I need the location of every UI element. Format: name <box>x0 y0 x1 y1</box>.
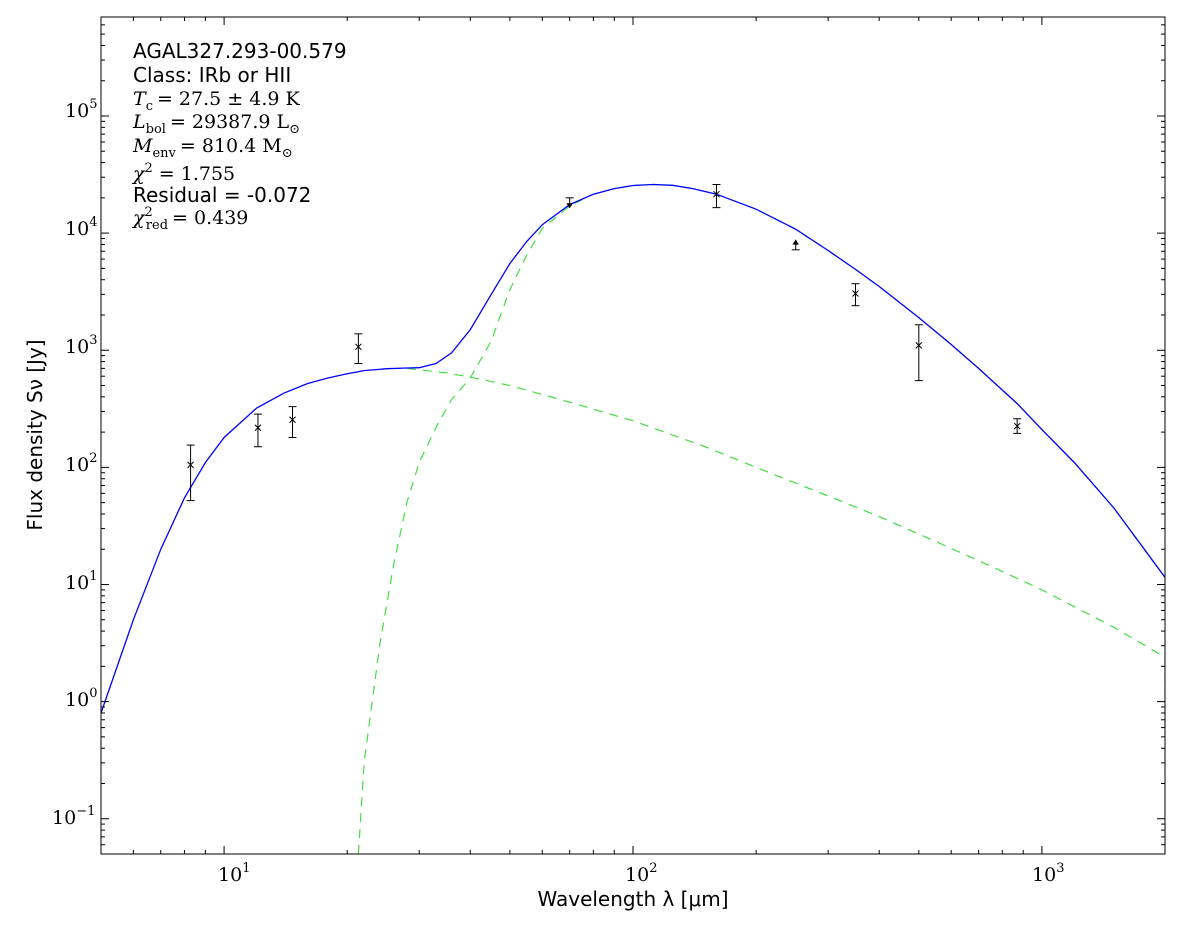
chi2-annotation: χ2 = 1.755 <box>131 161 235 185</box>
x-tick-label-3: 103 <box>1032 861 1064 886</box>
y-tick-label-2: 102 <box>65 451 97 476</box>
x-tick-labels: 101 102 103 <box>218 861 1064 886</box>
y-axis-label: Flux density Sν [Jy] <box>23 339 47 530</box>
fit-annotations: AGAL327.293-00.579 Class: IRb or HII Tc =… <box>131 39 347 233</box>
data-point-4 <box>713 190 720 198</box>
plot-frame <box>100 16 1166 855</box>
warm-component-curve <box>406 367 1165 728</box>
menv-annotation: Menv = 810.4 M⊙ <box>132 135 293 161</box>
data-point-5 <box>852 290 859 297</box>
tc-annotation: Tc = 27.5 ± 4.9 K <box>133 88 300 114</box>
data-point-3 <box>355 343 362 351</box>
residual-annotation: Residual = -0.072 <box>133 183 311 207</box>
data-point-0 <box>187 461 194 469</box>
source-name: AGAL327.293-00.579 <box>133 39 347 63</box>
total-model-curve <box>101 183 1165 714</box>
y-tick-label-4: 104 <box>65 215 97 240</box>
y-tick-labels: 10−1 100 101 102 103 104 105 <box>52 97 97 829</box>
upper-limit-arrow-0 <box>566 203 573 209</box>
y-tick-label-3: 103 <box>65 333 97 358</box>
data-point-7 <box>1013 422 1021 430</box>
data-point-6 <box>915 342 923 349</box>
x-tick-label-2: 102 <box>625 861 657 886</box>
data-point-2 <box>289 416 296 424</box>
lbol-annotation: Lbol = 29387.9 L⊙ <box>132 111 300 137</box>
x-tick-label-1: 101 <box>218 861 250 886</box>
lower-limit-arrow-0 <box>792 239 799 245</box>
class-label: Class: IRb or HII <box>133 63 291 87</box>
y-tick-label-0: 100 <box>65 686 97 711</box>
data-point-1 <box>254 424 262 432</box>
measurement-points <box>186 184 1022 502</box>
axis-ticks <box>100 16 1166 855</box>
x-axis-label: Wavelength λ [μm] <box>537 887 728 911</box>
y-tick-label-minus1: 10−1 <box>52 804 95 829</box>
y-tick-label-5: 105 <box>65 97 97 122</box>
chi2-red-annotation: χ2 red = 0.439 <box>131 205 248 233</box>
y-tick-label-1: 101 <box>65 569 97 594</box>
cold-component-curve <box>357 183 1165 854</box>
